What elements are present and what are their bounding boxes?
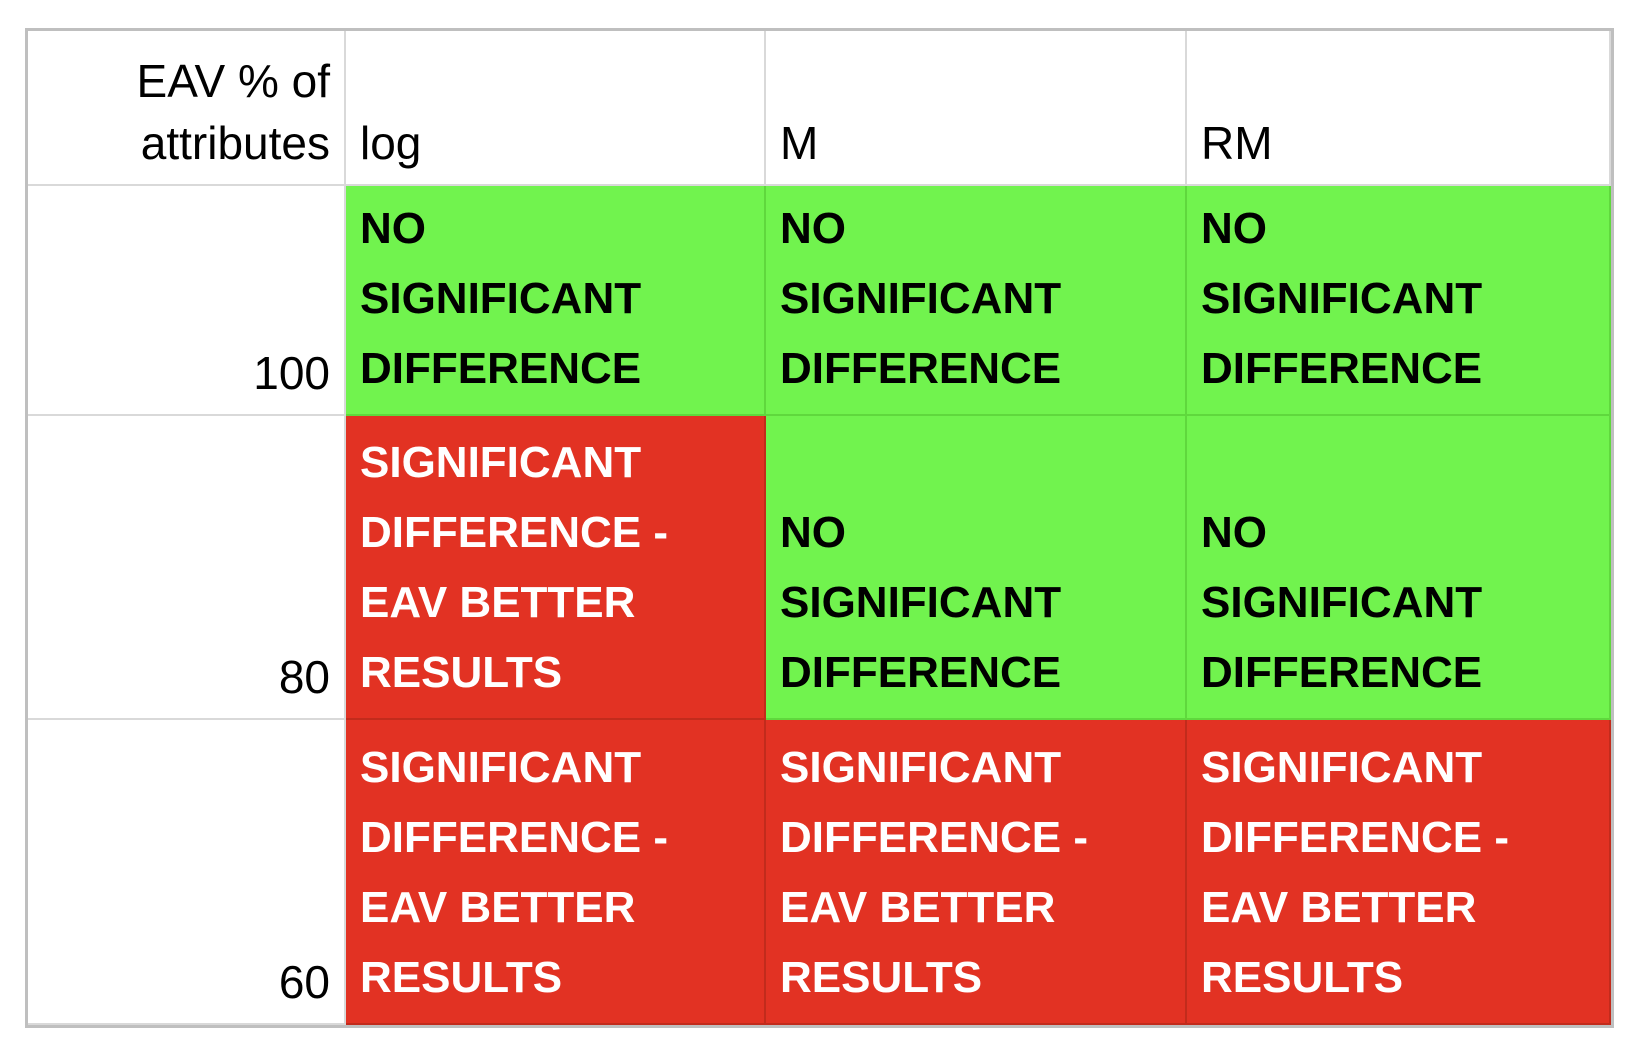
cell-60-m: SIGNIFICANT DIFFERENCE - EAV BETTER RESU… <box>766 720 1187 1025</box>
row-label-80: 80 <box>28 416 346 720</box>
cell-80-rm: NO SIGNIFICANT DIFFERENCE <box>1187 416 1611 720</box>
cell-60-rm-text: SIGNIFICANT DIFFERENCE - EAV BETTER RESU… <box>1201 743 1509 1002</box>
cell-60-log-text: SIGNIFICANT DIFFERENCE - EAV BETTER RESU… <box>360 743 668 1002</box>
cell-100-rm-text: NO SIGNIFICANT DIFFERENCE <box>1201 204 1483 393</box>
cell-60-m-text: SIGNIFICANT DIFFERENCE - EAV BETTER RESU… <box>780 743 1088 1002</box>
cell-80-m-text: NO SIGNIFICANT DIFFERENCE <box>780 508 1062 697</box>
column-header-log-label: log <box>360 117 422 169</box>
corner-header-cell: EAV % of attributes <box>28 31 346 186</box>
cell-100-log-text: NO SIGNIFICANT DIFFERENCE <box>360 204 642 393</box>
row-label-60: 60 <box>28 720 346 1025</box>
cell-100-rm: NO SIGNIFICANT DIFFERENCE <box>1187 186 1611 416</box>
row-label-60-text: 60 <box>278 956 330 1008</box>
cell-60-rm: SIGNIFICANT DIFFERENCE - EAV BETTER RESU… <box>1187 720 1611 1025</box>
row-label-80-text: 80 <box>278 651 330 703</box>
corner-header-label: EAV % of attributes <box>136 55 330 169</box>
row-label-100: 100 <box>28 186 346 416</box>
cell-80-log-text: SIGNIFICANT DIFFERENCE - EAV BETTER RESU… <box>360 438 668 697</box>
cell-80-log: SIGNIFICANT DIFFERENCE - EAV BETTER RESU… <box>346 416 766 720</box>
cell-100-m: NO SIGNIFICANT DIFFERENCE <box>766 186 1187 416</box>
significance-table: EAV % of attributes log M RM 100 NO SIGN… <box>25 28 1614 1028</box>
column-header-m-label: M <box>780 117 819 169</box>
column-header-rm-label: RM <box>1201 117 1273 169</box>
column-header-rm: RM <box>1187 31 1611 186</box>
cell-100-m-text: NO SIGNIFICANT DIFFERENCE <box>780 204 1062 393</box>
row-label-100-text: 100 <box>253 347 330 399</box>
cell-80-rm-text: NO SIGNIFICANT DIFFERENCE <box>1201 508 1483 697</box>
cell-60-log: SIGNIFICANT DIFFERENCE - EAV BETTER RESU… <box>346 720 766 1025</box>
cell-80-m: NO SIGNIFICANT DIFFERENCE <box>766 416 1187 720</box>
cell-100-log: NO SIGNIFICANT DIFFERENCE <box>346 186 766 416</box>
column-header-log: log <box>346 31 766 186</box>
column-header-m: M <box>766 31 1187 186</box>
